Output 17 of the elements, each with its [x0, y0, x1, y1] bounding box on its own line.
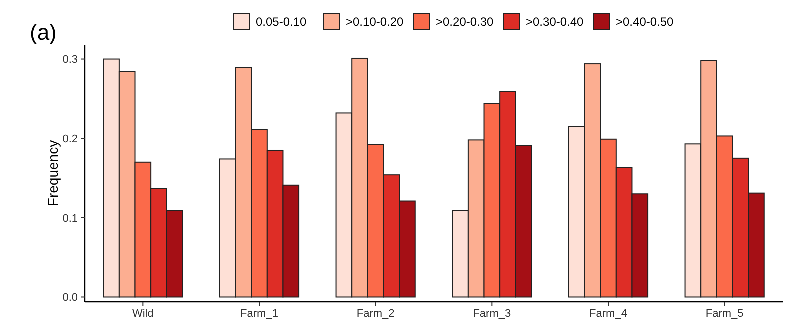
legend-label: >0.40-0.50 [616, 15, 674, 30]
x-tick-label: Wild [132, 308, 154, 320]
legend-label: >0.10-0.20 [346, 15, 404, 30]
x-tick-label: Farm_1 [240, 308, 278, 320]
x-tick-label: Farm_4 [590, 308, 628, 320]
x-tick-label: Farm_3 [473, 308, 512, 320]
legend-label: >0.20-0.30 [436, 15, 494, 30]
y-tick-label: 0.1 [62, 212, 78, 225]
y-tick-label: 0.0 [62, 292, 78, 304]
x-tick-label: Farm_2 [356, 308, 395, 320]
y-axis-title: Frequency [45, 140, 61, 207]
y-tick-label: 0.3 [62, 54, 78, 66]
y-tick-label: 0.2 [62, 133, 78, 146]
x-tick-label: Farm_5 [706, 308, 744, 320]
legend-label: 0.05-0.10 [256, 15, 308, 30]
text: (a) [30, 20, 57, 45]
legend-label: >0.30-0.40 [526, 15, 584, 30]
